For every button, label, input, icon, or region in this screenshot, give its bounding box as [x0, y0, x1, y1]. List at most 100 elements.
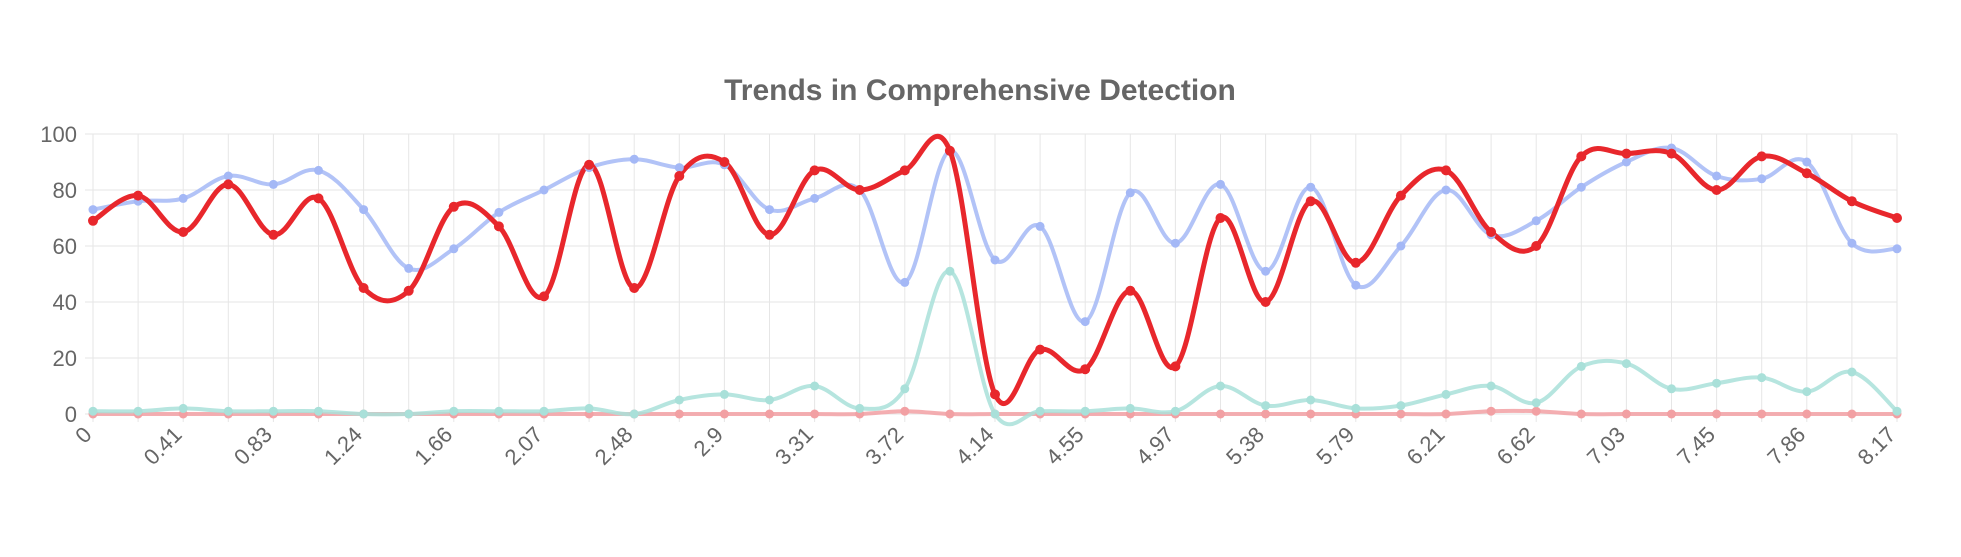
data-point-3-15[interactable]: [765, 409, 774, 419]
data-point-1-13[interactable]: [674, 171, 685, 181]
data-point-0-30[interactable]: [1441, 185, 1451, 195]
data-point-2-40[interactable]: [1892, 406, 1902, 416]
data-point-2-31[interactable]: [1486, 381, 1496, 391]
data-point-1-26[interactable]: [1260, 297, 1271, 307]
data-point-0-27[interactable]: [1306, 182, 1316, 192]
data-point-0-26[interactable]: [1261, 266, 1271, 276]
data-point-0-38[interactable]: [1802, 157, 1812, 167]
data-point-1-0[interactable]: [88, 215, 98, 226]
data-point-2-13[interactable]: [674, 395, 684, 405]
data-point-1-4[interactable]: [268, 229, 279, 240]
data-point-1-40[interactable]: [1892, 213, 1902, 223]
data-point-1-28[interactable]: [1350, 257, 1361, 268]
data-point-0-15[interactable]: [765, 205, 774, 215]
data-point-0-32[interactable]: [1531, 216, 1541, 226]
data-point-2-30[interactable]: [1441, 389, 1451, 399]
data-point-3-33[interactable]: [1576, 409, 1586, 419]
data-point-1-27[interactable]: [1305, 196, 1316, 207]
data-point-0-29[interactable]: [1396, 241, 1406, 251]
data-point-1-36[interactable]: [1711, 185, 1722, 195]
data-point-1-39[interactable]: [1846, 196, 1857, 207]
data-point-2-21[interactable]: [1035, 406, 1045, 416]
data-point-1-22[interactable]: [1080, 364, 1091, 375]
data-point-1-23[interactable]: [1125, 285, 1136, 296]
data-point-3-39[interactable]: [1847, 409, 1857, 419]
data-point-1-9[interactable]: [493, 221, 504, 232]
data-point-3-38[interactable]: [1802, 409, 1812, 419]
data-point-2-23[interactable]: [1125, 403, 1135, 413]
data-point-3-30[interactable]: [1441, 409, 1451, 419]
data-point-3-37[interactable]: [1757, 409, 1767, 419]
data-point-2-17[interactable]: [855, 403, 865, 413]
data-point-0-16[interactable]: [810, 193, 820, 203]
data-point-0-22[interactable]: [1080, 317, 1090, 327]
data-point-2-28[interactable]: [1351, 403, 1361, 413]
data-point-2-37[interactable]: [1757, 373, 1767, 383]
data-point-2-16[interactable]: [810, 381, 820, 391]
data-point-2-8[interactable]: [449, 406, 459, 416]
data-point-2-5[interactable]: [314, 406, 323, 416]
data-point-1-34[interactable]: [1621, 148, 1632, 159]
data-point-0-7[interactable]: [404, 263, 414, 273]
data-point-0-5[interactable]: [314, 165, 323, 175]
data-point-3-18[interactable]: [900, 406, 910, 416]
data-point-1-6[interactable]: [358, 283, 369, 293]
data-point-0-40[interactable]: [1892, 244, 1902, 254]
data-point-0-12[interactable]: [629, 154, 639, 164]
data-point-0-33[interactable]: [1576, 182, 1586, 192]
data-point-1-7[interactable]: [403, 285, 414, 296]
data-point-1-32[interactable]: [1531, 241, 1542, 251]
data-point-3-34[interactable]: [1621, 409, 1631, 419]
data-point-1-30[interactable]: [1441, 165, 1451, 176]
data-point-1-29[interactable]: [1395, 190, 1406, 201]
data-point-2-27[interactable]: [1306, 395, 1316, 405]
data-point-1-15[interactable]: [764, 229, 775, 240]
data-point-2-22[interactable]: [1080, 406, 1090, 416]
data-point-1-19[interactable]: [944, 145, 955, 156]
data-point-2-19[interactable]: [945, 266, 955, 276]
data-point-2-35[interactable]: [1667, 384, 1676, 394]
data-point-0-25[interactable]: [1216, 179, 1225, 189]
data-point-1-37[interactable]: [1756, 151, 1767, 162]
data-point-3-32[interactable]: [1531, 406, 1541, 416]
data-point-1-16[interactable]: [809, 165, 820, 176]
data-point-2-39[interactable]: [1847, 367, 1857, 377]
data-point-2-4[interactable]: [268, 406, 278, 416]
data-point-1-11[interactable]: [584, 159, 595, 170]
data-point-0-3[interactable]: [223, 171, 233, 181]
data-point-0-18[interactable]: [900, 277, 910, 287]
data-point-3-31[interactable]: [1486, 406, 1496, 416]
data-point-1-25[interactable]: [1215, 213, 1226, 223]
data-point-2-33[interactable]: [1576, 361, 1586, 371]
data-point-3-36[interactable]: [1712, 409, 1722, 419]
data-point-0-37[interactable]: [1757, 174, 1767, 184]
data-point-3-13[interactable]: [674, 409, 684, 419]
data-point-1-38[interactable]: [1801, 168, 1812, 179]
data-point-1-3[interactable]: [223, 179, 234, 190]
data-point-0-24[interactable]: [1170, 238, 1180, 248]
data-point-1-24[interactable]: [1170, 361, 1181, 372]
data-point-0-4[interactable]: [268, 179, 278, 189]
data-point-3-26[interactable]: [1261, 409, 1271, 419]
data-point-2-14[interactable]: [719, 389, 729, 399]
data-point-3-19[interactable]: [945, 409, 955, 419]
data-point-2-0[interactable]: [88, 406, 98, 416]
data-point-2-18[interactable]: [900, 384, 910, 394]
data-point-3-16[interactable]: [810, 409, 820, 419]
data-point-2-9[interactable]: [494, 406, 504, 416]
data-point-2-1[interactable]: [133, 406, 143, 416]
data-point-2-3[interactable]: [223, 406, 233, 416]
data-point-0-9[interactable]: [494, 207, 504, 217]
data-point-1-8[interactable]: [448, 201, 459, 212]
data-point-1-31[interactable]: [1486, 227, 1497, 237]
data-point-2-11[interactable]: [584, 403, 594, 413]
data-point-3-25[interactable]: [1216, 409, 1225, 419]
data-point-2-10[interactable]: [539, 406, 549, 416]
data-point-3-27[interactable]: [1306, 409, 1316, 419]
data-point-2-20[interactable]: [990, 409, 1000, 419]
data-point-2-7[interactable]: [404, 409, 414, 419]
data-point-2-34[interactable]: [1621, 359, 1631, 369]
data-point-2-38[interactable]: [1802, 387, 1812, 397]
data-point-0-8[interactable]: [449, 244, 459, 254]
data-point-1-1[interactable]: [133, 190, 144, 201]
